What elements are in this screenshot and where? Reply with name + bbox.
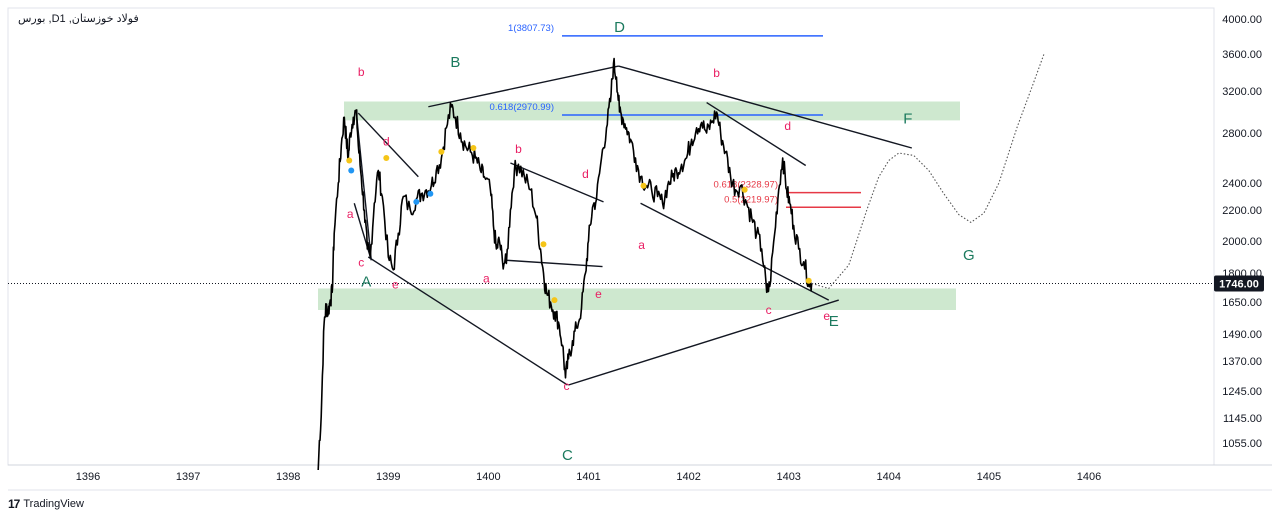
fib-level-label: 0.618(2970.99) [490, 102, 554, 113]
y-tick-label: 1370.00 [1222, 356, 1262, 368]
wave-label-major: G [963, 247, 975, 264]
trend-line [618, 65, 913, 149]
x-tick-label: 1396 [76, 471, 100, 483]
signal-marker-dot [551, 297, 558, 304]
wave-label-major: C [562, 447, 573, 464]
signal-marker-dot [640, 182, 647, 189]
wave-label-minor: d [383, 135, 390, 149]
plot-frame [7, 7, 1215, 466]
y-tick-label: 1245.00 [1222, 386, 1262, 398]
y-tick-label: 3600.00 [1222, 49, 1262, 61]
support-resistance-zone [318, 288, 956, 310]
y-tick-label: 4000.00 [1222, 14, 1262, 26]
x-tick-label: 1405 [977, 471, 1001, 483]
tradingview-brand[interactable]: 17 TradingView [8, 497, 84, 511]
wave-label-minor: a [347, 207, 354, 221]
y-tick-label: 3200.00 [1222, 86, 1262, 98]
signal-marker-dot [805, 277, 812, 284]
wave-label-minor: d [784, 119, 791, 133]
signal-marker-dot [427, 190, 434, 197]
wave-label-minor: b [358, 65, 365, 79]
y-tick-label: 2000.00 [1222, 236, 1262, 248]
x-tick-label: 1399 [376, 471, 400, 483]
wave-label-minor: c [766, 303, 772, 317]
trend-line [428, 65, 619, 108]
y-tick-label: 2400.00 [1222, 178, 1262, 190]
x-tick-label: 1402 [676, 471, 700, 483]
tradingview-logo-icon: 17 [8, 497, 20, 511]
signal-marker-dot [438, 148, 445, 155]
signal-marker-dot [540, 241, 547, 248]
wave-label-minor: c [358, 256, 364, 270]
symbol-title: بورس ,Dفولاد خوزستان, 1 [18, 12, 139, 25]
wave-label-minor: b [515, 142, 522, 156]
tradingview-name: TradingView [23, 498, 84, 510]
wave-label-minor: a [638, 238, 645, 252]
signal-marker-dot [348, 167, 355, 174]
x-tick-label: 1404 [877, 471, 901, 483]
wave-label-minor: a [483, 272, 490, 286]
fib-level-label: 0.5(2219.97) [724, 194, 778, 205]
wave-label-minor: e [823, 309, 830, 323]
trend-line [357, 112, 419, 178]
y-tick-label: 1490.00 [1222, 329, 1262, 341]
x-tick-label: 1406 [1077, 471, 1101, 483]
trend-line [640, 202, 830, 301]
price-series-line [317, 57, 813, 471]
trend-line [510, 162, 604, 203]
trend-line [568, 299, 839, 386]
wave-label-major: F [903, 111, 912, 128]
y-tick-label: 1145.00 [1223, 413, 1262, 425]
fib-level-label: 1(3807.73) [508, 23, 554, 34]
x-tick-label: 1400 [476, 471, 500, 483]
trend-line [355, 111, 372, 261]
x-tick-label: 1403 [776, 471, 800, 483]
y-tick-label: 1055.00 [1222, 438, 1262, 450]
wave-label-major: E [829, 313, 839, 330]
wave-label-minor: d [582, 167, 589, 181]
wave-label-minor: e [595, 287, 602, 301]
x-tick-label: 1401 [576, 471, 600, 483]
price-tag-box [1214, 275, 1264, 292]
x-tick-label: 1398 [276, 471, 300, 483]
signal-marker-dot [346, 157, 353, 164]
symbol-title-text: بورس ,Dفولاد خوزستان, 1 [18, 13, 139, 25]
fib-level-label: 0.618(2328.97) [714, 180, 778, 191]
wave-label-minor: e [392, 277, 399, 291]
y-tick-label: 2800.00 [1222, 128, 1262, 140]
signal-marker-dot [413, 198, 420, 205]
wave-label-major: D [614, 19, 625, 36]
trend-line [367, 256, 568, 386]
signal-marker-dot [470, 145, 477, 151]
projection-path [811, 53, 1045, 290]
y-tick-label: 2200.00 [1222, 205, 1262, 217]
wave-label-minor: c [563, 379, 569, 393]
signal-marker-dot [741, 186, 748, 193]
price-tag-text: 1746.00 [1219, 278, 1259, 290]
wave-label-minor: b [713, 66, 720, 80]
signal-marker-dot [383, 155, 390, 161]
y-tick-label: 1650.00 [1222, 297, 1262, 309]
trend-line [353, 203, 372, 261]
x-tick-label: 1397 [176, 471, 200, 483]
wave-label-major: A [361, 274, 371, 291]
wave-label-major: B [450, 54, 460, 71]
trend-line [706, 101, 807, 167]
